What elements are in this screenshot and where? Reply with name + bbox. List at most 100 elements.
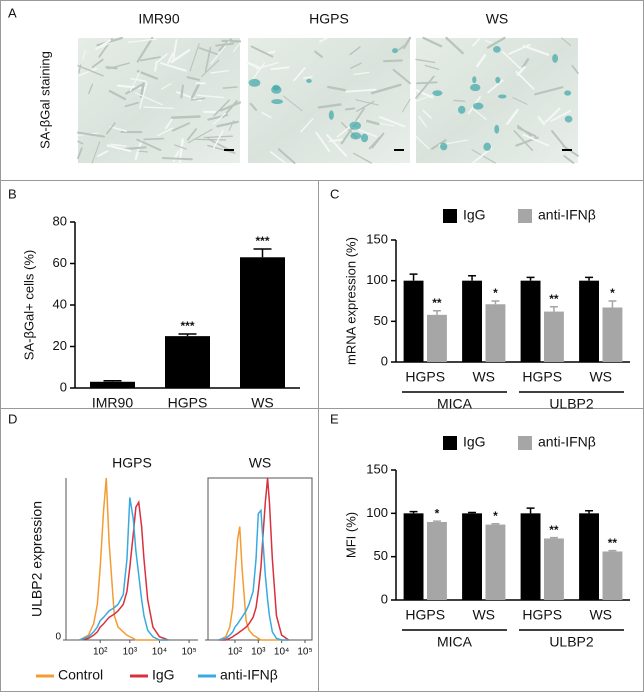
bar	[544, 311, 564, 362]
stain	[470, 83, 481, 92]
cell	[515, 70, 535, 90]
significance: *	[493, 286, 498, 300]
significance: ***	[255, 234, 269, 248]
cell	[486, 36, 506, 49]
stain	[248, 78, 261, 87]
cell	[315, 131, 331, 153]
cell	[207, 144, 236, 154]
cell	[77, 147, 83, 160]
bar	[403, 513, 424, 600]
bar	[602, 551, 623, 600]
significance: **	[608, 536, 618, 550]
cell	[445, 36, 464, 55]
cell	[171, 122, 190, 132]
stain	[493, 46, 501, 53]
x-tick-label: 10⁵	[181, 647, 196, 658]
cell	[327, 85, 347, 92]
cell	[213, 112, 227, 125]
cell	[195, 138, 227, 141]
stain	[360, 133, 369, 143]
cell	[170, 49, 191, 64]
histogram-line	[79, 477, 169, 641]
cell	[512, 97, 528, 105]
stain	[328, 110, 334, 120]
cell	[174, 144, 187, 150]
x-tick-label: HGPS	[405, 607, 445, 623]
group-label: ULBP2	[549, 634, 594, 650]
bar	[427, 522, 447, 600]
x-tick-label: IMR90	[92, 395, 133, 411]
significance: **	[432, 296, 442, 310]
significance: *	[493, 509, 498, 523]
error-bar	[178, 333, 197, 337]
x-tick-label: HGPS	[405, 369, 445, 385]
scale-bar	[394, 149, 404, 151]
cell	[196, 94, 224, 99]
group-label: MICA	[437, 634, 473, 650]
subplot-title: HGPS	[112, 455, 152, 471]
cell	[422, 109, 432, 119]
stain	[350, 132, 362, 140]
cell	[130, 77, 147, 82]
y-tick-label: 0	[60, 379, 67, 394]
cell	[157, 127, 174, 137]
error-bar	[253, 248, 272, 258]
cell	[161, 83, 172, 90]
y-axis-label: MFI (%)	[343, 512, 358, 558]
error-bar	[468, 511, 477, 514]
group-label: ULBP2	[549, 396, 594, 412]
cell	[487, 79, 504, 94]
cell	[134, 92, 164, 106]
bar	[462, 513, 482, 600]
cell	[506, 108, 519, 125]
cell	[143, 137, 165, 141]
cell	[355, 107, 366, 122]
cell	[108, 89, 127, 101]
x-tick-label: HGPS	[522, 607, 562, 623]
x-tick-label: HGPS	[168, 395, 208, 411]
cell	[216, 120, 239, 128]
y-tick-label: 0	[381, 591, 388, 606]
y-tick-label: 60	[53, 255, 67, 270]
cell	[246, 61, 262, 70]
x-tick-label: WS	[472, 607, 495, 623]
histogram-line	[79, 500, 169, 641]
legend-swatch	[443, 209, 457, 223]
stain	[472, 76, 477, 84]
bar	[403, 280, 424, 362]
cell	[76, 131, 106, 138]
cell	[326, 134, 348, 158]
cell	[232, 42, 241, 53]
cell	[261, 111, 272, 119]
cell	[471, 149, 496, 164]
cell	[136, 138, 162, 152]
error-bar	[549, 305, 558, 312]
cell	[172, 38, 178, 63]
error-bar	[409, 273, 418, 281]
stain	[494, 124, 500, 134]
cell	[344, 107, 356, 111]
error-bar	[432, 310, 441, 315]
stain	[472, 102, 484, 110]
legend-label: Control	[58, 667, 103, 683]
legend-label: anti-IFNβ	[538, 434, 596, 450]
cell	[134, 139, 143, 160]
cell	[350, 62, 362, 69]
histogram-line	[218, 526, 289, 641]
y-tick-label: 0	[55, 632, 61, 643]
cell	[513, 129, 534, 152]
cell	[77, 67, 98, 77]
panel-label: A	[8, 5, 17, 20]
y-tick-label: 50	[374, 548, 388, 563]
bar	[165, 336, 210, 388]
plot-frame	[66, 478, 198, 640]
cell	[534, 86, 564, 96]
cell	[371, 132, 385, 149]
cell	[159, 62, 187, 72]
bar	[579, 280, 599, 362]
cell	[110, 143, 127, 147]
cell	[124, 101, 140, 108]
histogram-line	[218, 477, 290, 641]
cell	[222, 99, 238, 119]
